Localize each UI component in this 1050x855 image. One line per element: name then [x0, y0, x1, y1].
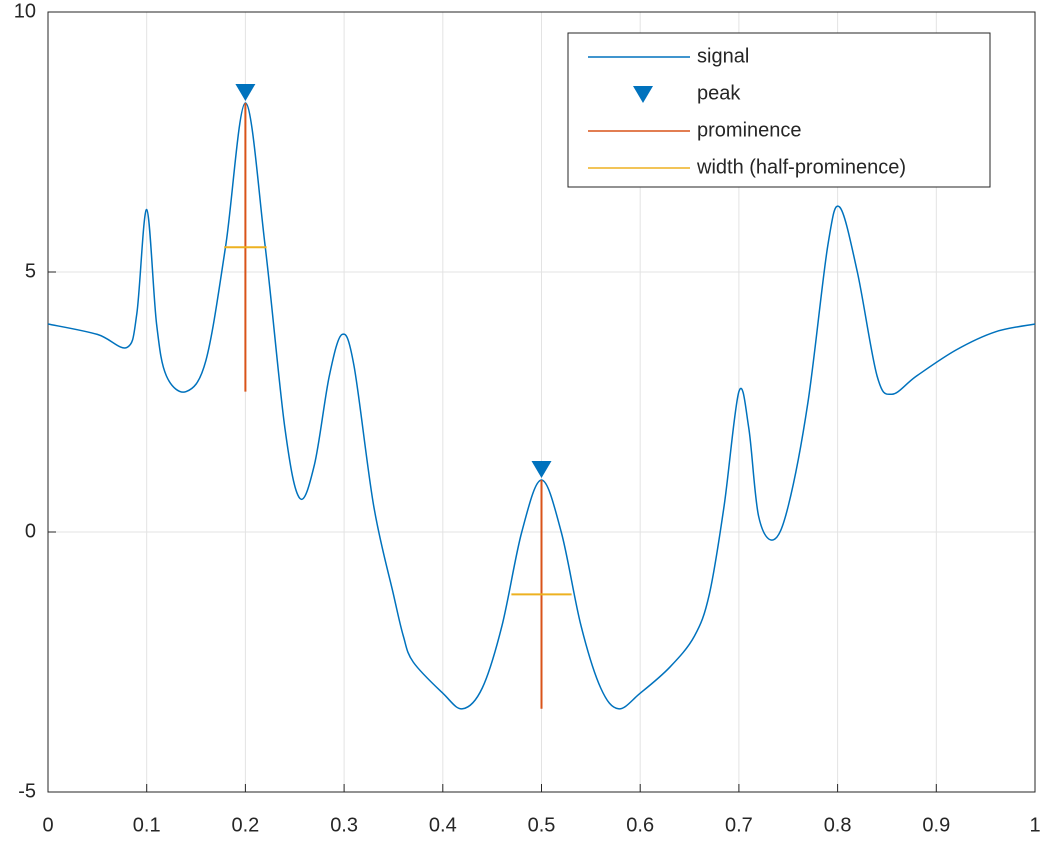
- legend-label: peak: [697, 82, 741, 104]
- axes-box: [47, 11, 1036, 793]
- y-tick-label: 10: [14, 0, 36, 22]
- x-tick-label: 0.6: [626, 814, 654, 836]
- x-tick-label: 0.5: [528, 814, 556, 836]
- x-tick-label: 0.7: [725, 814, 753, 836]
- y-tick-label: 5: [25, 260, 36, 282]
- x-tick-label: 0.9: [922, 814, 950, 836]
- legend-label: width (half-prominence): [696, 156, 906, 178]
- x-tick-label: 0.2: [231, 814, 259, 836]
- legend-label: prominence: [697, 119, 802, 141]
- peak-marker: [531, 461, 552, 478]
- x-tick-label: 0.4: [429, 814, 457, 836]
- x-tick-label: 0.1: [133, 814, 161, 836]
- x-tick-label: 0: [42, 814, 53, 836]
- x-tick-label: 1: [1029, 814, 1040, 836]
- y-tick-label: 0: [25, 520, 36, 542]
- x-tick-label: 0.3: [330, 814, 358, 836]
- x-tick-label: 0.8: [824, 814, 852, 836]
- legend-label: signal: [697, 45, 749, 67]
- legend-swatch: [633, 86, 653, 103]
- signal-line: [47, 102, 1036, 710]
- peak-marker: [235, 84, 256, 101]
- legend-box: [567, 32, 991, 188]
- y-tick-label: -5: [18, 780, 36, 802]
